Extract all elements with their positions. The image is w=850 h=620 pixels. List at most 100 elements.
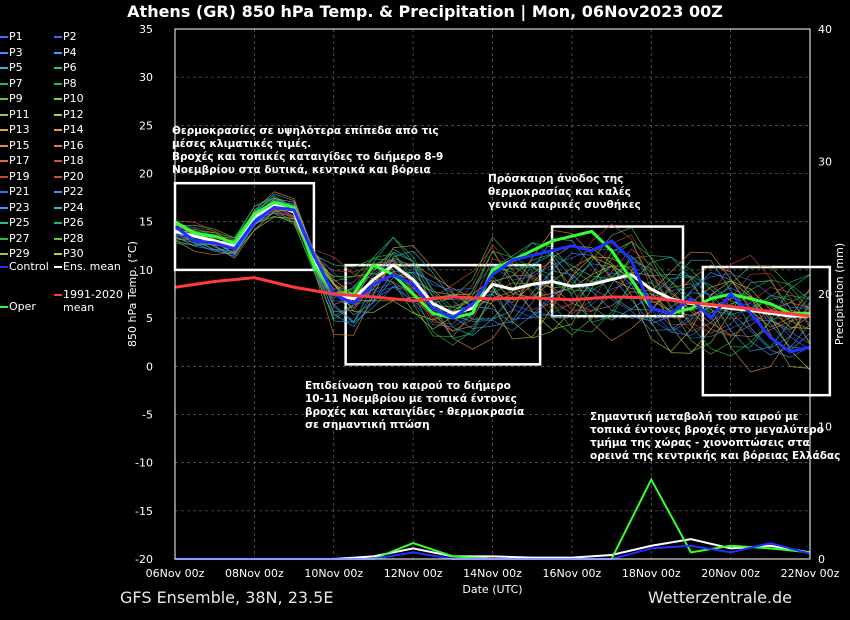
ensemble-member-line [174, 208, 811, 334]
legend-item: P6 [54, 61, 77, 74]
legend-label: P12 [63, 107, 84, 121]
annotation-line: Νοεμβρίου στα δυτικά, κεντρικά και βόρει… [172, 164, 431, 176]
legend-label: P21 [9, 185, 30, 198]
x-axis-label: Date (UTC) [462, 583, 522, 596]
legend-label: P6 [63, 61, 77, 74]
y-tick-label: 5 [146, 312, 153, 325]
x-tick-label: 22Nov 00z [781, 567, 840, 580]
legend-item: P24 [54, 201, 84, 214]
legend-label: P18 [63, 154, 84, 167]
legend-swatch [54, 191, 62, 193]
legend-label: P20 [63, 169, 84, 183]
legend-item: P4 [54, 46, 77, 59]
y-tick-label: 0 [146, 360, 153, 373]
legend-swatch [54, 51, 62, 54]
legend-label: P2 [63, 30, 77, 43]
legend-swatch [54, 129, 62, 131]
legend-label: P24 [63, 200, 84, 214]
legend-item: P22 [54, 185, 84, 198]
ensemble-member-line [174, 210, 811, 332]
legend-item: P28 [54, 232, 84, 245]
legend-label: P8 [63, 76, 77, 90]
annotation-line: τμήμα της χώρας - χιονοπτώσεις στα [590, 437, 810, 449]
annotation-line: Βροχές και τοπικές καταιγίδες το διήμερο… [172, 151, 444, 163]
legend-item: P1 [0, 30, 23, 43]
legend-swatch [0, 266, 8, 268]
legend-swatch [54, 266, 62, 268]
y-tick-label: 10 [139, 264, 153, 277]
annotation-line: γενικά καιρικές συνθήκες [488, 199, 641, 211]
legend-swatch [0, 253, 8, 255]
y-tick-label: -20 [135, 553, 153, 566]
annotation-line: βροχές και καταιγίδες - θερμοκρασία [305, 406, 525, 418]
y2-tick-label: 40 [818, 23, 832, 36]
series-line-oper [174, 200, 810, 320]
legend-swatch [0, 129, 8, 131]
y2-axis-label: Precipitation (mm) [833, 243, 846, 345]
series-line-1991-2020-mean [174, 276, 811, 318]
legend-swatch [54, 294, 62, 296]
legend-swatch [54, 175, 62, 178]
legend-swatch [0, 222, 8, 224]
annotation-line: σε σημαντική πτώση [305, 419, 430, 431]
legend-swatch [0, 160, 8, 162]
annotation-line: Επιδείνωση του καιρού το διήμερο [305, 380, 511, 392]
legend-item: P17 [0, 154, 30, 167]
source-credit: Wetterzentrale.de [647, 588, 792, 607]
annotation-note-1: Θερμοκρασίες σε υψηλότερα επίπεδα από τι… [172, 125, 443, 177]
legend-label: P15 [9, 138, 30, 152]
ensemble-member-line [174, 198, 811, 331]
legend-swatch [0, 98, 8, 100]
annotation-line: ορεινά της κεντρικής και βόρειας Ελλάδας [590, 450, 841, 462]
legend-label: P11 [9, 107, 30, 121]
legend-label: P28 [63, 231, 84, 245]
annotation-line: Σημαντική μεταβολή του καιρού με [590, 411, 799, 423]
y-tick-label: -10 [135, 457, 153, 470]
x-tick-label: 14Nov 00z [463, 567, 522, 580]
legend-label: P27 [9, 231, 30, 245]
legend-item: P23 [0, 201, 30, 214]
chart-title: Athens (GR) 850 hPa Temp. & Precipitatio… [127, 2, 723, 21]
legend-label: P1 [9, 30, 23, 43]
ensemble-member-line [174, 197, 811, 352]
annotation-line: 10-11 Νοεμβρίου με τοπικά έντονες [305, 393, 517, 405]
legend-swatch [0, 36, 8, 38]
annotation-note-2: Πρόσκαιρη άνοδος της θερμοκρασίας και κα… [488, 173, 641, 212]
legend-item: P30 [54, 247, 84, 260]
legend-label: P13 [9, 123, 30, 136]
legend-item: P14 [54, 123, 84, 136]
legend-swatch [0, 82, 8, 85]
legend-item: P9 [0, 92, 23, 105]
y2-tick-label: 20 [818, 288, 832, 301]
legend-swatch [54, 67, 62, 69]
legend-item: P25 [0, 216, 30, 229]
annotation-note-3: Επιδείνωση του καιρού το διήμερο 10-11 Ν… [305, 380, 524, 432]
legend-swatch [0, 306, 8, 308]
legend-item: P3 [0, 46, 23, 59]
ensemble-member-line [174, 209, 811, 369]
y-tick-label: 35 [139, 23, 153, 36]
y-tick-label: 30 [139, 71, 153, 84]
annotation-line: μέσες κλιματικές τιμές. [172, 138, 312, 150]
legend-swatch [54, 237, 62, 240]
legend-swatch [54, 36, 62, 38]
legend-swatch [0, 51, 8, 54]
legend-label: P5 [9, 61, 23, 74]
legend-item: P8 [54, 77, 77, 90]
legend-label: P30 [63, 247, 84, 260]
y-axis-label: 850 hPa Temp. (°C) [126, 241, 139, 347]
chart-axes: -20 -15 -10 -5 0 5 10 15 20 25 30 35 06Nov 00z 08Nov … [126, 23, 846, 596]
legend-item: P11 [0, 108, 30, 121]
legend-label: P26 [63, 216, 84, 229]
legend-label: P3 [9, 45, 23, 59]
legend-swatch [54, 82, 62, 85]
legend-item: P18 [54, 154, 84, 167]
legend-label: P29 [9, 247, 30, 260]
legend-label: P7 [9, 76, 23, 90]
y2-tick-label: 30 [818, 156, 832, 169]
legend-item: P10 [54, 92, 84, 105]
legend-item: P29 [0, 247, 30, 260]
legend-label: P16 [63, 138, 84, 152]
x-tick-label: 08Nov 00z [225, 567, 284, 580]
y-tick-label: 25 [139, 119, 153, 132]
